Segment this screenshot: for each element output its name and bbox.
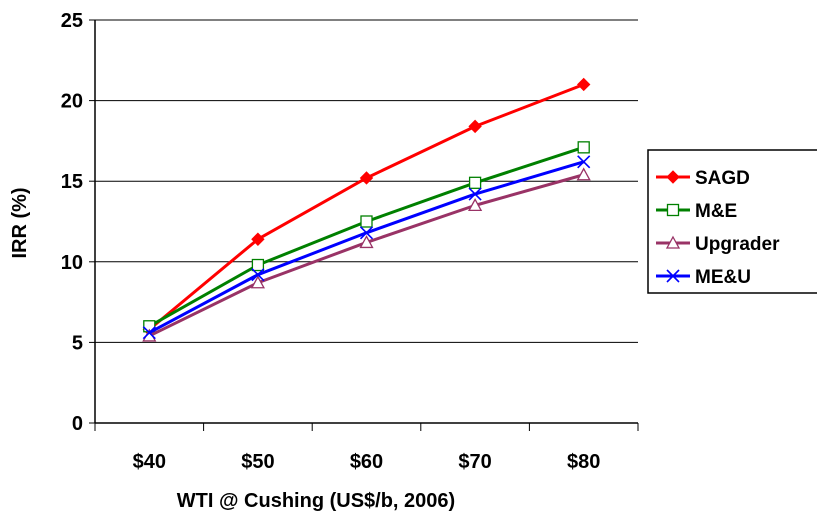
data-point [576, 77, 591, 92]
data-point [359, 171, 374, 185]
legend-label: M&E [695, 201, 737, 222]
data-point [359, 226, 374, 240]
y-tick-label: 5 [72, 332, 83, 354]
y-tick-label: 0 [72, 413, 83, 435]
series-group [142, 77, 591, 342]
series-sagd [142, 77, 591, 337]
y-tick-label: 20 [61, 91, 83, 113]
data-point [360, 215, 373, 228]
series-me-u [142, 155, 591, 340]
data-point [251, 258, 265, 272]
x-tick-label: $50 [241, 451, 274, 473]
y-axis-title: IRR (%) [9, 187, 31, 258]
marker-stroke [577, 155, 591, 169]
x-tick-label: $80 [567, 451, 600, 473]
legend-swatch-marker [666, 203, 680, 217]
data-point [142, 326, 156, 340]
data-point [468, 187, 482, 201]
series-upgrader [142, 167, 591, 342]
legend-item: SAGD [656, 168, 750, 189]
data-point [577, 155, 591, 169]
legend-swatch-marker [666, 170, 680, 184]
legend-item: ME&U [656, 267, 751, 288]
data-point [359, 235, 374, 249]
marker-stroke [468, 187, 482, 201]
y-tick-label: 15 [61, 171, 83, 193]
y-tick-label: 25 [61, 10, 83, 32]
series-m-e [143, 141, 590, 333]
data-point [577, 141, 590, 154]
data-point [251, 268, 265, 282]
data-point [468, 119, 482, 134]
data-point [468, 198, 483, 212]
marker-stroke [142, 326, 156, 340]
marker-stroke [251, 268, 265, 282]
series-line [148, 83, 585, 331]
legend-item: Upgrader [656, 234, 780, 255]
x-tick-label: $40 [133, 451, 166, 473]
data-point [576, 167, 591, 181]
x-axis-title: WTI @ Cushing (US$/b, 2006) [177, 490, 455, 512]
marker-stroke [666, 269, 680, 283]
legend-label: Upgrader [695, 234, 780, 255]
data-point [250, 275, 265, 289]
marker-stroke [359, 226, 374, 240]
x-tick-label: $70 [458, 451, 491, 473]
legend-label: ME&U [695, 267, 751, 288]
legend: SAGD M&E Upgrader ME&U [647, 149, 817, 294]
legend-swatch-marker [666, 269, 680, 283]
y-tick-label: 10 [61, 252, 83, 274]
legend-label: SAGD [695, 168, 750, 189]
data-point [468, 176, 482, 189]
legend-swatch-marker [665, 235, 681, 249]
legend-item: M&E [656, 201, 737, 222]
x-tick-label: $60 [350, 451, 383, 473]
data-point [251, 232, 265, 246]
series-line [148, 173, 585, 338]
axes: 0 5 10 15 20 25 $40 $50 $60 $70 $80 [61, 10, 639, 473]
